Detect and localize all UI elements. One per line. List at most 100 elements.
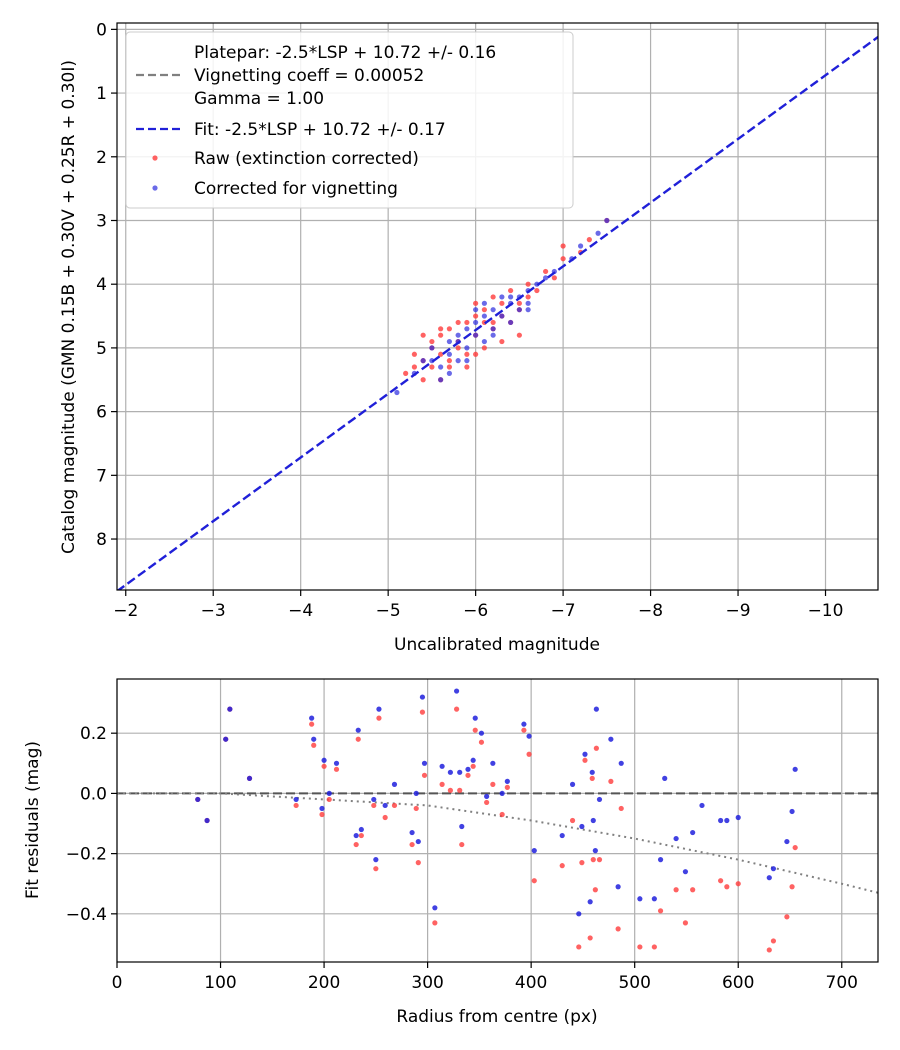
raw-residual-point xyxy=(459,841,465,848)
corrected-residual-point xyxy=(309,715,315,721)
calibration-plot-frame xyxy=(116,22,879,591)
corrected-point xyxy=(464,345,470,351)
raw-point xyxy=(481,307,487,313)
raw-residual-point xyxy=(419,709,426,715)
raw-residual-point xyxy=(490,781,496,787)
raw-point xyxy=(473,313,479,319)
raw-point xyxy=(446,364,452,370)
p2-x-tick-label: 700 xyxy=(826,973,858,993)
legend-platepar-line-1: Platepar: -2.5*LSP + 10.72 +/- 0.16 xyxy=(194,43,496,63)
raw-point xyxy=(499,338,505,345)
raw-point xyxy=(560,243,566,249)
raw-residual-point xyxy=(587,935,593,941)
raw-residual-point xyxy=(792,844,798,851)
raw-residual-point xyxy=(615,926,621,932)
corrected-point xyxy=(455,358,461,364)
raw-point xyxy=(464,351,470,357)
raw-point xyxy=(438,332,444,338)
p1-x-tick-label: −4 xyxy=(288,601,313,621)
raw-residual-point xyxy=(673,887,679,893)
p2-x-tick-label: 500 xyxy=(618,973,650,993)
raw-residual-point xyxy=(766,947,772,953)
corrected-residual-point xyxy=(590,817,596,824)
raw-residual-point xyxy=(526,751,532,757)
raw-point xyxy=(525,294,531,300)
corrected-point xyxy=(473,332,479,338)
corrected-residual-point xyxy=(484,793,490,800)
raw-residual-point xyxy=(465,772,471,778)
raw-residual-point xyxy=(319,811,325,818)
raw-point xyxy=(516,300,522,306)
residuals-plot: 0 100 200 300 400 500 600 700 −0.4 −0.2 0.0 0.2 Rad… xyxy=(23,678,879,1027)
residuals-ticks: 0 100 200 300 400 500 600 700 −0.4 −0.2 0.0 0.2 xyxy=(66,724,858,993)
corrected-residual-point xyxy=(735,814,741,821)
p1-y-tick-label: 2 xyxy=(96,148,107,168)
corrected-residual-point xyxy=(371,796,377,803)
p1-x-tick-label: −7 xyxy=(551,601,576,621)
raw-residual-point xyxy=(376,715,382,721)
legend-corrected-swatch xyxy=(152,185,158,191)
raw-residual-point xyxy=(657,908,664,914)
corrected-point xyxy=(446,338,452,345)
fit-line xyxy=(117,36,878,590)
raw-point xyxy=(490,294,496,300)
raw-residual-point xyxy=(478,739,485,745)
p2-y-tick-label: −0.2 xyxy=(66,845,107,865)
corrected-residual-point xyxy=(766,875,772,881)
corrected-residual-point xyxy=(311,736,317,742)
raw-residual-point xyxy=(470,763,476,769)
legend-fit-label: Fit: -2.5*LSP + 10.72 +/- 0.17 xyxy=(194,120,446,140)
corrected-residual-point xyxy=(454,688,460,694)
corrected-residual-point xyxy=(789,808,795,815)
corrected-point xyxy=(490,332,496,338)
legend-platepar-line-2: Vignetting coeff = 0.00052 xyxy=(194,66,424,86)
legend-raw-label: Raw (extinction corrected) xyxy=(194,149,419,169)
corrected-residual-point xyxy=(293,796,299,803)
raw-residual-point xyxy=(576,944,582,950)
corrected-residual-point xyxy=(319,805,325,812)
corrected-residual-point xyxy=(504,778,510,784)
corrected-point xyxy=(446,351,452,357)
p2-x-tick-label: 400 xyxy=(515,973,547,993)
corrected-point xyxy=(464,326,470,332)
p1-x-tick-label: −9 xyxy=(726,601,751,621)
p2-x-tick-label: 300 xyxy=(411,973,443,993)
residuals-y-axis-label: Fit residuals (mag) xyxy=(23,741,43,899)
corrected-point xyxy=(525,307,531,313)
raw-point xyxy=(420,377,426,383)
p2-y-tick-label: 0.0 xyxy=(80,784,107,804)
residuals-x-axis-label: Radius from centre (px) xyxy=(396,1007,597,1027)
calibration-plot: −2 −3 −4 −5 −6 −7 −8 −9 −10 0 1 2 3 4 5 6 7 8 Uncalibrate… xyxy=(59,20,879,655)
raw-point xyxy=(560,256,566,262)
p1-x-tick-label: −8 xyxy=(638,601,663,621)
raw-residual-point xyxy=(784,914,790,920)
calibration-y-axis-label: Catalog magnitude (GMN 0.15B + 0.30V + 0… xyxy=(59,60,79,554)
corrected-point xyxy=(473,307,479,313)
corrected-residual-point xyxy=(409,829,415,836)
corrected-residual-point xyxy=(432,905,438,911)
residuals-plot-content xyxy=(117,688,878,953)
p1-y-tick-label: 8 xyxy=(96,530,107,550)
raw-residual-point xyxy=(579,860,585,866)
corrected-residual-point xyxy=(439,763,445,769)
corrected-point xyxy=(420,358,426,364)
raw-residual-point xyxy=(735,881,741,887)
corrected-point xyxy=(438,364,444,370)
corrected-residual-point xyxy=(784,838,790,845)
raw-residual-point xyxy=(504,784,510,790)
p1-y-tick-label: 4 xyxy=(96,275,107,295)
raw-residual-point xyxy=(447,787,453,793)
raw-residual-point xyxy=(371,802,377,809)
legend-corrected-label: Corrected for vignetting xyxy=(194,179,398,199)
raw-residual-point xyxy=(326,796,332,803)
corrected-point xyxy=(525,300,531,306)
corrected-point xyxy=(604,217,610,224)
corrected-residual-point xyxy=(718,817,724,824)
raw-point xyxy=(508,287,514,294)
corrected-residual-point xyxy=(421,760,428,766)
corrected-residual-point xyxy=(457,769,463,775)
legend-box xyxy=(125,31,574,209)
corrected-residual-point xyxy=(579,823,585,830)
p2-x-tick-label: 0 xyxy=(112,973,123,993)
raw-point xyxy=(420,332,426,338)
